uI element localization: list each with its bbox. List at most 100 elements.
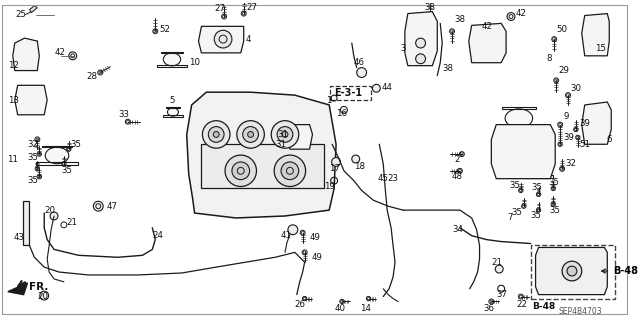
Circle shape [225, 155, 257, 187]
Text: 35: 35 [532, 183, 543, 192]
Text: 12: 12 [8, 61, 19, 70]
Circle shape [209, 127, 224, 142]
Ellipse shape [518, 159, 543, 177]
Circle shape [282, 131, 288, 137]
Text: 31: 31 [275, 140, 286, 149]
Text: 14: 14 [360, 304, 371, 313]
Text: 21: 21 [492, 258, 502, 267]
Polygon shape [8, 283, 28, 295]
Text: 13: 13 [8, 96, 19, 105]
Text: 10: 10 [189, 58, 200, 67]
Text: 35: 35 [549, 206, 561, 215]
Text: 42: 42 [55, 48, 66, 57]
Circle shape [214, 30, 232, 48]
Text: 42: 42 [516, 9, 527, 18]
Circle shape [332, 158, 340, 167]
Ellipse shape [163, 53, 180, 66]
Circle shape [495, 265, 503, 273]
Text: 19: 19 [324, 182, 335, 191]
Bar [330, 86, 371, 100]
Text: 22: 22 [516, 300, 527, 309]
Text: E-3-1: E-3-1 [334, 88, 362, 98]
Circle shape [288, 225, 298, 235]
Text: 49: 49 [312, 253, 323, 262]
Text: 35: 35 [548, 178, 559, 187]
Text: B-48: B-48 [532, 302, 556, 311]
Text: 24: 24 [152, 231, 163, 240]
Text: 20: 20 [44, 206, 55, 215]
Text: 35: 35 [509, 181, 520, 190]
Circle shape [213, 131, 219, 137]
Circle shape [281, 162, 299, 180]
Text: 44: 44 [381, 83, 392, 92]
Text: 8: 8 [547, 54, 552, 63]
Ellipse shape [45, 147, 68, 164]
Text: 51: 51 [580, 140, 591, 149]
Circle shape [271, 121, 299, 148]
Text: 17: 17 [329, 164, 340, 173]
Circle shape [232, 162, 250, 180]
Text: 32: 32 [565, 160, 576, 168]
Text: 39: 39 [580, 119, 591, 128]
Polygon shape [492, 125, 556, 179]
Circle shape [277, 127, 293, 142]
Text: 31: 31 [277, 130, 288, 139]
Text: 45: 45 [378, 174, 388, 183]
Text: 39: 39 [563, 133, 574, 142]
Text: 15: 15 [595, 44, 605, 54]
Text: 46: 46 [354, 58, 365, 67]
Text: 26: 26 [295, 300, 306, 309]
Text: SEP4B4703: SEP4B4703 [558, 307, 602, 316]
Text: 3: 3 [400, 44, 406, 54]
Text: 4: 4 [246, 35, 251, 44]
Text: 33: 33 [118, 110, 129, 119]
Text: 52: 52 [159, 25, 170, 34]
Text: 35: 35 [531, 211, 541, 219]
Text: 29: 29 [558, 66, 569, 75]
Text: 43: 43 [13, 233, 25, 242]
Text: 32: 32 [28, 140, 38, 149]
Circle shape [352, 155, 360, 163]
Circle shape [415, 54, 426, 64]
Circle shape [50, 212, 58, 220]
Text: 35: 35 [61, 166, 72, 175]
Text: 25: 25 [16, 10, 27, 19]
Text: 28: 28 [86, 72, 97, 81]
Polygon shape [13, 38, 39, 70]
Ellipse shape [168, 108, 179, 116]
Bar [531, 244, 615, 299]
Bar [22, 201, 29, 246]
Text: 35: 35 [28, 176, 38, 185]
Text: 1: 1 [326, 96, 332, 105]
Text: 23: 23 [387, 174, 398, 183]
Polygon shape [405, 11, 437, 66]
Circle shape [93, 201, 103, 211]
Polygon shape [29, 6, 37, 12]
Circle shape [356, 68, 367, 78]
Ellipse shape [505, 109, 532, 128]
Text: 38: 38 [454, 15, 465, 24]
Text: 21: 21 [67, 219, 78, 227]
Polygon shape [198, 26, 244, 53]
Polygon shape [536, 248, 607, 295]
Circle shape [248, 131, 253, 137]
Text: 35: 35 [71, 140, 82, 149]
Polygon shape [287, 125, 312, 149]
Text: 40: 40 [334, 304, 345, 313]
Text: 5: 5 [169, 96, 175, 105]
Circle shape [274, 155, 306, 187]
Circle shape [202, 121, 230, 148]
Text: 11: 11 [7, 154, 18, 164]
Polygon shape [15, 85, 47, 115]
Polygon shape [187, 92, 336, 218]
Text: 37: 37 [496, 290, 508, 299]
Circle shape [243, 127, 259, 142]
Text: 30: 30 [570, 84, 581, 93]
Text: 2: 2 [454, 154, 460, 164]
Text: 9: 9 [563, 112, 568, 121]
Circle shape [567, 266, 577, 276]
Text: 7: 7 [507, 213, 513, 222]
Text: 50: 50 [556, 25, 567, 34]
Text: 27: 27 [246, 3, 258, 12]
Circle shape [372, 84, 380, 92]
